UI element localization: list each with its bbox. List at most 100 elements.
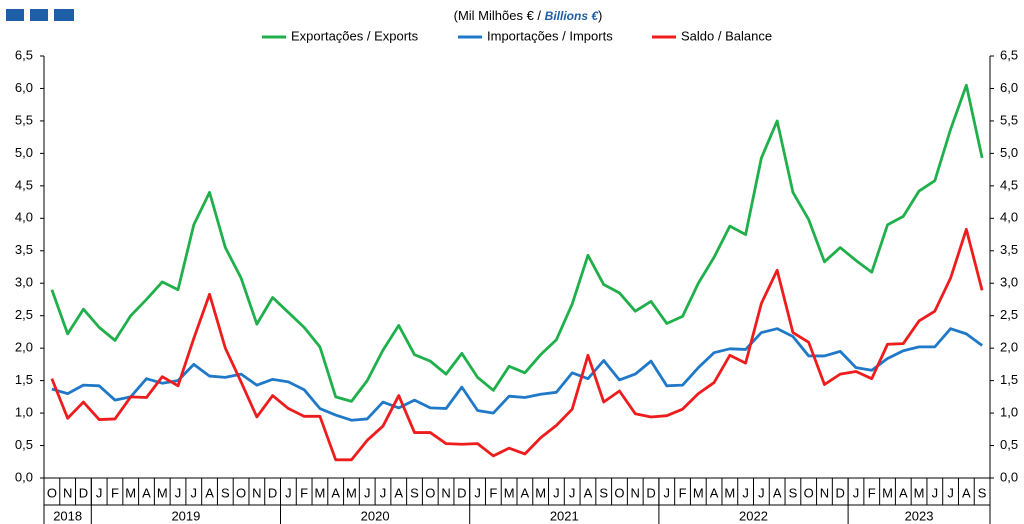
y2-tick-label: 0,0 [1000, 469, 1018, 484]
x-tick-label: A [394, 485, 403, 500]
y2-tick-label: 4,0 [1000, 210, 1018, 225]
y-tick-label: 0,5 [15, 437, 33, 452]
x-tick-label: F [300, 485, 308, 500]
y2-tick-label: 2,5 [1000, 307, 1018, 322]
y2-tick-label: 2,0 [1000, 340, 1018, 355]
x-tick-label: S [789, 485, 798, 500]
x-tick-label: M [914, 485, 925, 500]
legend-label: Saldo / Balance [681, 28, 772, 43]
x-tick-label: J [285, 485, 292, 500]
y2-tick-label: 3,5 [1000, 242, 1018, 257]
x-tick-label: M [314, 485, 325, 500]
y2-tick-label: 4,5 [1000, 177, 1018, 192]
year-label: 2019 [171, 508, 200, 523]
x-tick-label: A [584, 485, 593, 500]
y-tick-label: 3,0 [15, 275, 33, 290]
x-tick-label: D [268, 485, 277, 500]
year-label: 2021 [550, 508, 579, 523]
x-tick-label: A [142, 485, 151, 500]
y2-tick-label: 3,0 [1000, 275, 1018, 290]
x-tick-label: J [191, 485, 198, 500]
y2-tick-label: 6,5 [1000, 47, 1018, 62]
x-tick-label: D [836, 485, 845, 500]
y-tick-label: 4,0 [15, 210, 33, 225]
x-tick-label: J [758, 485, 765, 500]
x-tick-label: N [441, 485, 450, 500]
x-tick-label: M [346, 485, 357, 500]
year-label: 2023 [905, 508, 934, 523]
x-tick-label: J [853, 485, 860, 500]
y-tick-label: 5,5 [15, 112, 33, 127]
x-tick-label: S [410, 485, 419, 500]
x-tick-label: A [521, 485, 530, 500]
y2-tick-label: 0,5 [1000, 437, 1018, 452]
x-tick-label: F [679, 485, 687, 500]
y-tick-label: 4,5 [15, 177, 33, 192]
y2-tick-label: 6,0 [1000, 80, 1018, 95]
x-tick-label: A [773, 485, 782, 500]
x-tick-label: M [504, 485, 515, 500]
logo-block [6, 9, 24, 21]
year-label: 2018 [53, 508, 82, 523]
x-tick-label: O [804, 485, 814, 500]
y2-tick-label: 5,0 [1000, 145, 1018, 160]
x-tick-label: J [380, 485, 387, 500]
x-tick-label: S [978, 485, 987, 500]
x-tick-label: M [724, 485, 735, 500]
x-tick-label: J [947, 485, 954, 500]
x-tick-label: O [425, 485, 435, 500]
x-tick-label: A [899, 485, 908, 500]
x-tick-label: D [646, 485, 655, 500]
x-tick-label: J [474, 485, 481, 500]
y2-tick-label: 5,5 [1000, 112, 1018, 127]
y-tick-label: 6,5 [15, 47, 33, 62]
x-tick-label: O [236, 485, 246, 500]
x-tick-label: J [175, 485, 182, 500]
x-tick-label: M [535, 485, 546, 500]
x-tick-label: J [742, 485, 749, 500]
subtitle-end: ) [598, 8, 602, 23]
x-tick-label: O [47, 485, 57, 500]
legend-label: Importações / Imports [487, 28, 613, 43]
x-tick-label: O [614, 485, 624, 500]
logo-block [54, 9, 74, 21]
y-tick-label: 5,0 [15, 145, 33, 160]
series-line [51, 327, 983, 422]
x-tick-label: N [63, 485, 72, 500]
subtitle-en: Billions € [545, 9, 600, 23]
y-tick-label: 2,0 [15, 340, 33, 355]
x-tick-label: J [932, 485, 939, 500]
x-tick-label: J [96, 485, 103, 500]
y-tick-label: 0,0 [15, 469, 33, 484]
y-tick-label: 1,0 [15, 405, 33, 420]
y-tick-label: 2,5 [15, 307, 33, 322]
x-tick-label: S [599, 485, 608, 500]
x-tick-label: A [331, 485, 340, 500]
x-tick-label: S [221, 485, 230, 500]
subtitle-pt: (Mil Milhões € / [454, 8, 545, 23]
x-tick-label: N [252, 485, 261, 500]
series-line [50, 83, 984, 403]
x-tick-label: A [962, 485, 971, 500]
x-tick-label: M [882, 485, 893, 500]
y-tick-label: 3,5 [15, 242, 33, 257]
x-tick-label: N [820, 485, 829, 500]
series-line [50, 227, 984, 462]
x-tick-label: M [125, 485, 136, 500]
x-tick-label: J [569, 485, 576, 500]
x-tick-label: A [205, 485, 214, 500]
x-tick-label: F [111, 485, 119, 500]
x-tick-label: J [364, 485, 371, 500]
x-tick-label: J [664, 485, 671, 500]
x-tick-label: M [693, 485, 704, 500]
x-tick-label: D [79, 485, 88, 500]
logo-block [30, 9, 48, 21]
year-label: 2020 [361, 508, 390, 523]
x-tick-label: D [457, 485, 466, 500]
year-label: 2022 [739, 508, 768, 523]
subtitle: (Mil Milhões € / Billions €) [454, 8, 603, 23]
y2-tick-label: 1,5 [1000, 372, 1018, 387]
x-tick-label: F [868, 485, 876, 500]
legend-label: Exportações / Exports [291, 28, 419, 43]
